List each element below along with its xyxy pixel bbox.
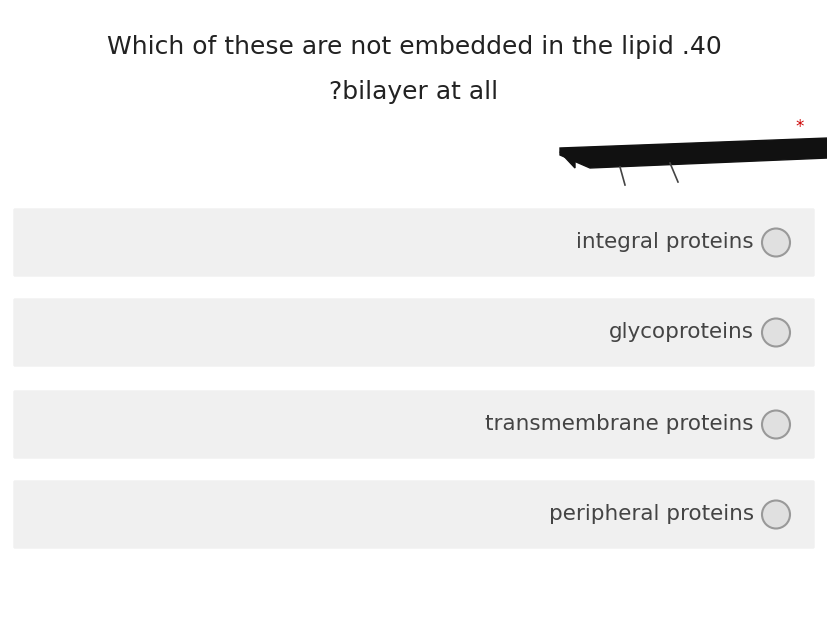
Circle shape — [761, 318, 789, 346]
Text: integral proteins: integral proteins — [576, 232, 753, 253]
Text: *: * — [795, 118, 803, 136]
FancyBboxPatch shape — [14, 299, 813, 366]
Polygon shape — [559, 138, 827, 168]
Text: transmembrane proteins: transmembrane proteins — [485, 415, 753, 434]
FancyBboxPatch shape — [14, 391, 813, 458]
Circle shape — [761, 410, 789, 438]
FancyBboxPatch shape — [14, 481, 813, 548]
Text: Which of these are not embedded in the lipid .40: Which of these are not embedded in the l… — [107, 35, 720, 59]
Text: glycoproteins: glycoproteins — [609, 322, 753, 343]
Polygon shape — [559, 148, 574, 168]
FancyBboxPatch shape — [14, 209, 813, 276]
Circle shape — [761, 500, 789, 528]
Text: ?bilayer at all: ?bilayer at all — [329, 80, 498, 104]
Circle shape — [761, 228, 789, 256]
Text: peripheral proteins: peripheral proteins — [548, 505, 753, 524]
